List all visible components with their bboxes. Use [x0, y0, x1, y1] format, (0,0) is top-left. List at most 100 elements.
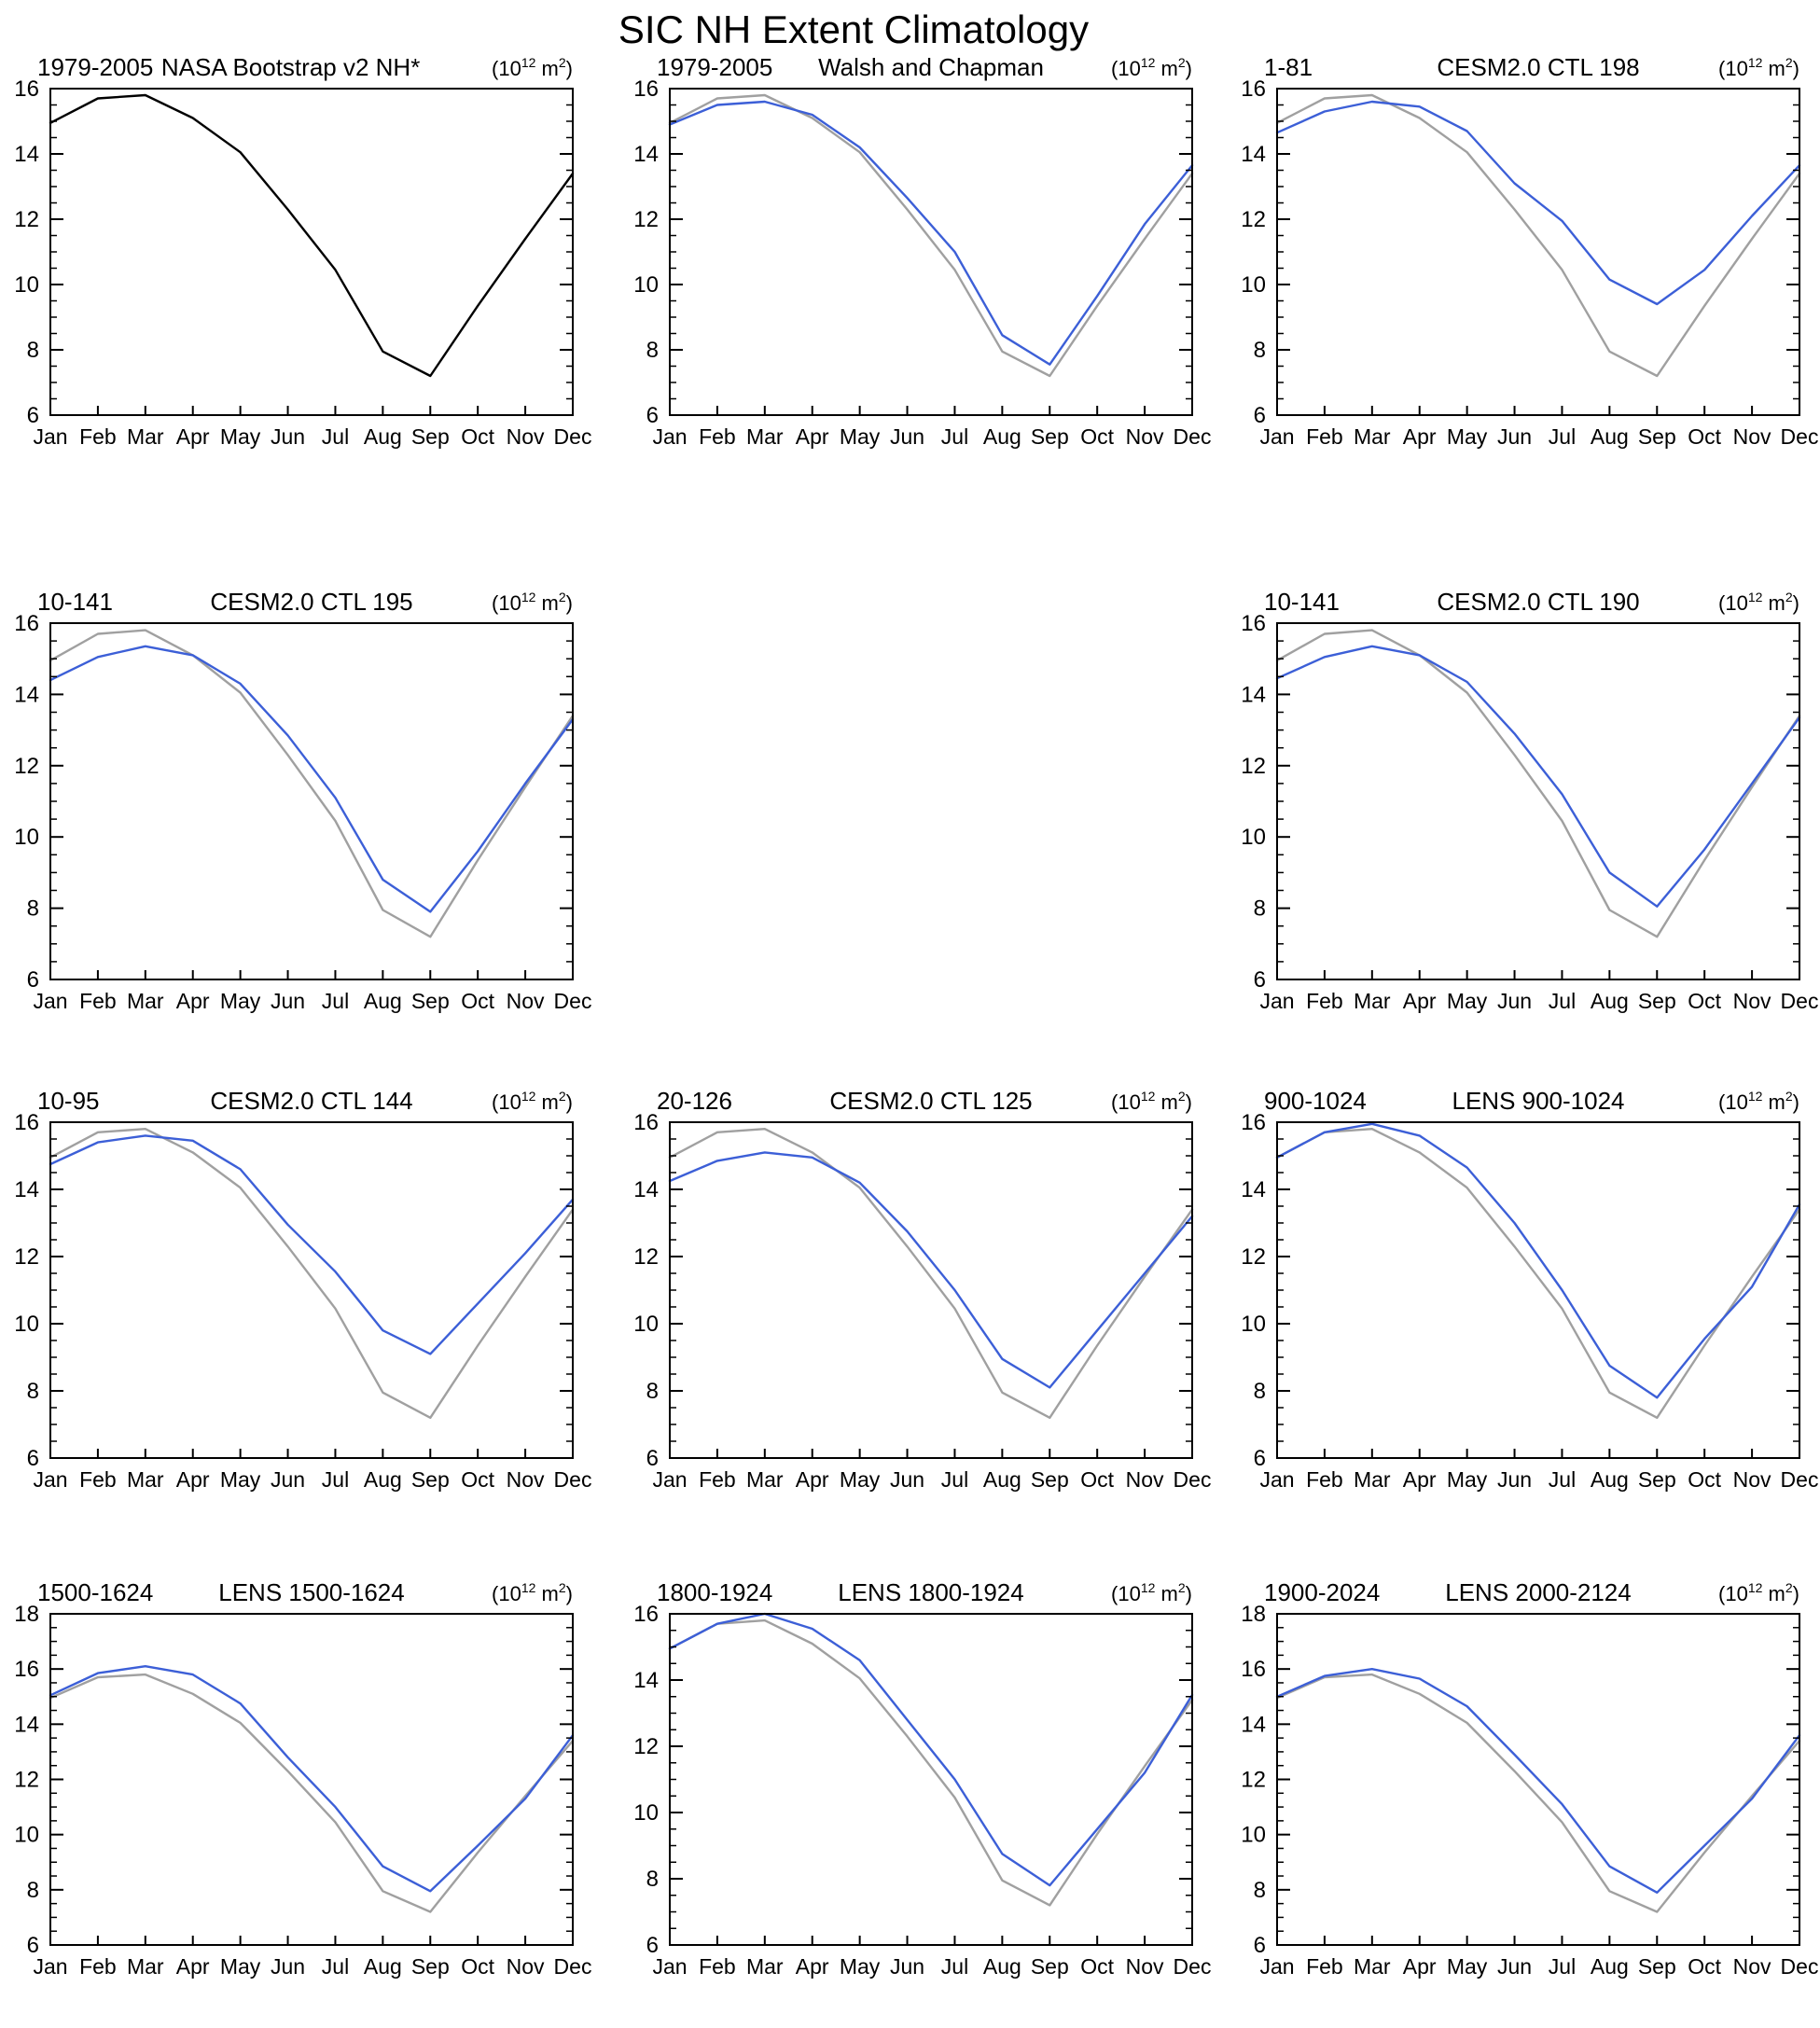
x-tick-label: May	[840, 1954, 881, 1979]
x-tick-label: Dec	[554, 424, 591, 449]
x-tick-label: May	[1447, 1954, 1488, 1979]
x-tick-label: Dec	[1781, 989, 1818, 1013]
walsh-and-chapman-chart: 6 8 10 12 14 16 Jan Feb Mar Apr May Jun Jul Aug Sep Oct…	[633, 53, 1211, 449]
x-tick-label: Jul	[1549, 1467, 1576, 1492]
x-tick-label: Mar	[1354, 424, 1391, 449]
x-axis: Jan Feb Mar Apr May Jun Jul Aug Sep Oct Nov Dec	[33, 1449, 591, 1492]
y-tick-label: 12	[633, 207, 659, 232]
reference-line	[49, 1128, 575, 1419]
y-tick-label: 16	[14, 1110, 39, 1135]
y-tick-label: 8	[1254, 896, 1266, 922]
y-axis: 6 8 10 12 14 16	[633, 76, 1192, 428]
x-tick-label: Jan	[652, 424, 687, 449]
y-tick-label: 16	[1241, 611, 1266, 636]
model-line	[1275, 100, 1801, 306]
x-tick-label: Jan	[33, 1467, 67, 1492]
x-tick-label: Jan	[652, 1467, 687, 1492]
x-tick-label: Jun	[1497, 1954, 1532, 1979]
reference-line	[668, 1618, 1194, 1907]
x-tick-label: Sep	[1638, 989, 1676, 1013]
x-tick-label: Apr	[796, 1467, 829, 1492]
panel-lens-900-1024: 6 8 10 12 14 16 Jan Feb Mar Apr May Jun Jul Aug Sep Oct…	[1227, 1083, 1818, 1507]
x-tick-label: Aug	[983, 424, 1021, 449]
cesm2-0-ctl-190-chart: 6 8 10 12 14 16 Jan Feb Mar Apr May Jun Jul Aug Sep Oct…	[1241, 588, 1818, 1013]
x-tick-label: Nov	[507, 989, 545, 1013]
y-tick-label: 10	[633, 272, 659, 298]
x-tick-label: Nov	[507, 1954, 545, 1979]
x-tick-label: Oct	[1688, 1954, 1721, 1979]
x-axis: Jan Feb Mar Apr May Jun Jul Aug Sep Oct Nov Dec	[1259, 1936, 1818, 1979]
x-tick-label: Apr	[1403, 1467, 1437, 1492]
y-axis: 6 8 10 12 14 16 18	[1241, 1602, 1799, 1958]
y-tick-label: 10	[1241, 272, 1266, 298]
x-tick-label: Dec	[554, 989, 591, 1013]
x-tick-label: Apr	[1403, 1954, 1437, 1979]
x-tick-label: Jun	[890, 424, 924, 449]
model-line	[49, 645, 575, 913]
panel-cesm2-0-ctl-125: 6 8 10 12 14 16 Jan Feb Mar Apr May Jun Jul Aug Sep Oct…	[619, 1083, 1211, 1507]
panel-unit-label: (1012 m2)	[1718, 1580, 1799, 1605]
x-tick-label: Mar	[1354, 989, 1391, 1013]
x-axis: Jan Feb Mar Apr May Jun Jul Aug Sep Oct Nov Dec	[652, 406, 1211, 449]
y-tick-label: 16	[1241, 76, 1266, 102]
x-tick-label: Jun	[271, 424, 305, 449]
y-tick-label: 10	[633, 1800, 659, 1826]
panel-period-label: 1-81	[1264, 53, 1313, 81]
model-line	[668, 1151, 1194, 1389]
x-tick-label: Sep	[1638, 424, 1676, 449]
y-tick-label: 16	[14, 611, 39, 636]
x-tick-label: Apr	[796, 424, 829, 449]
x-tick-label: Nov	[507, 1467, 545, 1492]
x-tick-label: Jul	[1549, 989, 1576, 1013]
panel-cesm2-0-ctl-195: 6 8 10 12 14 16 Jan Feb Mar Apr May Jun Jul Aug Sep Oct…	[0, 584, 591, 1028]
x-tick-label: Mar	[1354, 1467, 1391, 1492]
x-tick-label: Dec	[554, 1954, 591, 1979]
x-tick-label: Jun	[1497, 424, 1532, 449]
panel-unit-label: (1012 m2)	[492, 1089, 573, 1114]
y-tick-label: 10	[14, 825, 39, 850]
x-tick-label: Mar	[127, 989, 164, 1013]
x-tick-label: Jul	[322, 424, 349, 449]
panel-title: LENS 2000-2124	[1445, 1578, 1631, 1606]
x-tick-label: Nov	[1733, 989, 1771, 1013]
y-tick-label: 6	[27, 1933, 39, 1958]
x-tick-label: Jul	[322, 989, 349, 1013]
x-axis: Jan Feb Mar Apr May Jun Jul Aug Sep Oct Nov Dec	[33, 1936, 591, 1979]
x-tick-label: Oct	[461, 424, 494, 449]
x-tick-label: Jun	[271, 1954, 305, 1979]
x-tick-label: Aug	[364, 1954, 402, 1979]
observation-line	[49, 93, 575, 378]
x-tick-label: Oct	[461, 989, 494, 1013]
y-tick-label: 6	[646, 1446, 659, 1471]
x-tick-label: Mar	[746, 424, 784, 449]
x-tick-label: Aug	[983, 1954, 1021, 1979]
y-tick-label: 6	[646, 1933, 659, 1958]
panel-title: CESM2.0 CTL 190	[1437, 588, 1639, 616]
x-tick-label: Oct	[1688, 1467, 1721, 1492]
x-tick-label: Oct	[1688, 424, 1721, 449]
x-tick-label: Jul	[1549, 424, 1576, 449]
y-tick-label: 6	[1254, 967, 1266, 993]
lens-1800-1924-chart: 6 8 10 12 14 16 Jan Feb Mar Apr May Jun Jul Aug Sep Oct…	[633, 1578, 1211, 1979]
x-tick-label: Dec	[1781, 424, 1818, 449]
panel-period-label: 20-126	[657, 1087, 732, 1115]
x-tick-label: Aug	[1591, 1467, 1629, 1492]
x-tick-label: Dec	[1781, 1954, 1818, 1979]
x-tick-label: Mar	[746, 1954, 784, 1979]
x-tick-label: Dec	[1781, 1467, 1818, 1492]
y-tick-label: 14	[1241, 682, 1266, 707]
x-tick-label: May	[840, 424, 881, 449]
plot-frame	[49, 1613, 574, 1946]
x-tick-label: Sep	[411, 1954, 450, 1979]
y-tick-label: 6	[1254, 1446, 1266, 1471]
x-tick-label: Apr	[176, 424, 210, 449]
panel-period-label: 10-141	[37, 588, 113, 616]
reference-line	[1275, 1673, 1801, 1913]
plot-frame	[1276, 1121, 1800, 1459]
lens-900-1024-chart: 6 8 10 12 14 16 Jan Feb Mar Apr May Jun Jul Aug Sep Oct…	[1241, 1087, 1818, 1492]
x-tick-label: Apr	[796, 1954, 829, 1979]
y-tick-label: 16	[14, 76, 39, 102]
x-axis: Jan Feb Mar Apr May Jun Jul Aug Sep Oct Nov Dec	[33, 970, 591, 1013]
x-tick-label: Aug	[364, 1467, 402, 1492]
cesm2-0-ctl-198-chart: 6 8 10 12 14 16 Jan Feb Mar Apr May Jun Jul Aug Sep Oct…	[1241, 53, 1818, 449]
